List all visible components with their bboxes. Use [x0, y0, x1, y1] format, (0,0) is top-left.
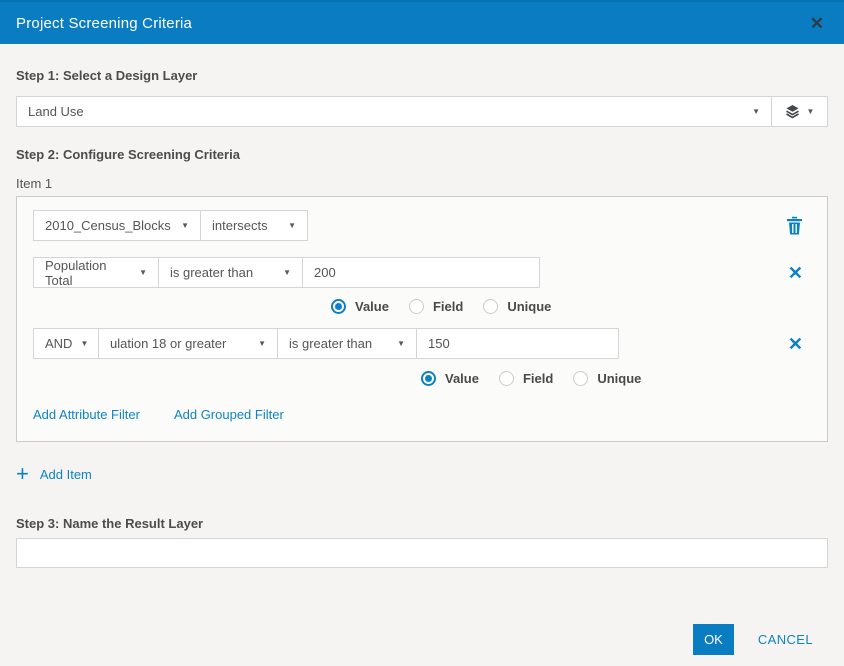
value-mode-radio-group: Value Field Unique: [421, 369, 811, 387]
radio-unselected-icon: [408, 298, 424, 314]
step3-label: Step 3: Name the Result Layer: [16, 516, 204, 531]
close-icon: ✕: [787, 262, 803, 283]
radio-field[interactable]: Field: [408, 298, 464, 314]
field-select[interactable]: ulation 18 or greater ▼: [98, 328, 278, 359]
design-layer-select[interactable]: Land Use ▼: [16, 96, 772, 127]
attribute-filter-row: AND ▼ ulation 18 or greater ▼ is greater…: [33, 328, 811, 359]
dialog-title: Project Screening Criteria: [16, 14, 193, 32]
chevron-down-icon: ▼: [806, 107, 815, 116]
chevron-down-icon: ▼: [181, 221, 189, 230]
layer-options-button[interactable]: ▼: [771, 96, 828, 127]
filter-value-input[interactable]: [302, 257, 540, 288]
operator-value: is greater than: [289, 336, 373, 351]
ok-button[interactable]: OK: [693, 624, 734, 655]
radio-value-label: Value: [445, 370, 479, 386]
radio-unselected-icon: [498, 370, 514, 386]
delete-item-button[interactable]: [786, 210, 803, 241]
item-label: Item 1: [16, 176, 53, 191]
chevron-down-icon: ▼: [752, 107, 760, 116]
radio-value-label: Value: [355, 298, 389, 314]
value-mode-radio-group: Value Field Unique: [331, 297, 811, 315]
close-icon[interactable]: ✕: [809, 13, 824, 33]
filter-links-row: Add Attribute Filter Add Grouped Filter: [33, 407, 811, 422]
trash-icon: [786, 216, 803, 235]
design-layer-row: Land Use ▼ ▼: [16, 96, 828, 127]
dialog-footer: OK CANCEL: [16, 624, 828, 655]
filter-layer-select[interactable]: 2010_Census_Blocks ▼: [33, 210, 201, 241]
spatial-operator-value: intersects: [212, 218, 268, 233]
add-attribute-filter-link[interactable]: Add Attribute Filter: [33, 407, 140, 422]
radio-unselected-icon: [483, 298, 499, 314]
field-value: Population Total: [45, 257, 107, 288]
radio-value[interactable]: Value: [331, 298, 389, 314]
filter-value-input[interactable]: [416, 328, 619, 359]
radio-unique[interactable]: Unique: [483, 298, 552, 314]
radio-selected-icon: [331, 298, 346, 314]
radio-unselected-icon: [573, 370, 589, 386]
conjunction-select[interactable]: AND ▼: [33, 328, 99, 359]
radio-field-label: Field: [522, 370, 554, 386]
radio-selected-icon: [421, 370, 436, 386]
remove-filter-button[interactable]: ✕: [788, 257, 803, 288]
conjunction-value: AND: [45, 336, 73, 351]
operator-select[interactable]: is greater than ▼: [277, 328, 417, 359]
filter-layer-value: 2010_Census_Blocks: [45, 218, 171, 233]
close-icon: ✕: [787, 333, 803, 354]
chevron-down-icon: ▼: [397, 339, 405, 348]
step1-label: Step 1: Select a Design Layer: [16, 68, 198, 83]
chevron-down-icon: ▼: [288, 221, 296, 230]
radio-unique-label: Unique: [507, 298, 552, 314]
plus-icon: +: [16, 461, 29, 486]
radio-field[interactable]: Field: [498, 370, 554, 386]
layer-filter-row: 2010_Census_Blocks ▼ intersects ▼: [33, 210, 811, 241]
add-grouped-filter-link[interactable]: Add Grouped Filter: [173, 407, 284, 422]
design-layer-value: Land Use: [28, 104, 84, 119]
cancel-button[interactable]: CANCEL: [757, 632, 813, 647]
radio-unique-label: Unique: [597, 370, 642, 386]
field-value: ulation 18 or greater: [110, 336, 227, 351]
dialog-header: Project Screening Criteria ✕: [0, 0, 844, 44]
screening-item-panel: 2010_Census_Blocks ▼ intersects ▼: [16, 196, 828, 442]
chevron-down-icon: ▼: [80, 339, 89, 348]
attribute-filter-row: Population Total ▼ is greater than ▼ ✕: [33, 257, 811, 288]
chevron-down-icon: ▼: [139, 268, 147, 277]
result-layer-name-input[interactable]: [16, 538, 828, 568]
dialog-content: Step 1: Select a Design Layer Land Use ▼…: [0, 68, 844, 655]
add-item-label: Add Item: [39, 466, 92, 482]
radio-unique[interactable]: Unique: [573, 370, 642, 386]
spatial-operator-select[interactable]: intersects ▼: [200, 210, 308, 241]
radio-field-label: Field: [432, 298, 464, 314]
field-select[interactable]: Population Total ▼: [33, 257, 159, 288]
chevron-down-icon: ▼: [258, 339, 266, 348]
layers-icon: [785, 104, 800, 119]
operator-select[interactable]: is greater than ▼: [158, 257, 303, 288]
remove-filter-button[interactable]: ✕: [788, 328, 803, 359]
operator-value: is greater than: [170, 265, 254, 280]
chevron-down-icon: ▼: [283, 268, 291, 277]
radio-value[interactable]: Value: [421, 370, 479, 386]
step2-label: Step 2: Configure Screening Criteria: [16, 147, 240, 162]
add-item-button[interactable]: + Add Item: [16, 461, 126, 486]
